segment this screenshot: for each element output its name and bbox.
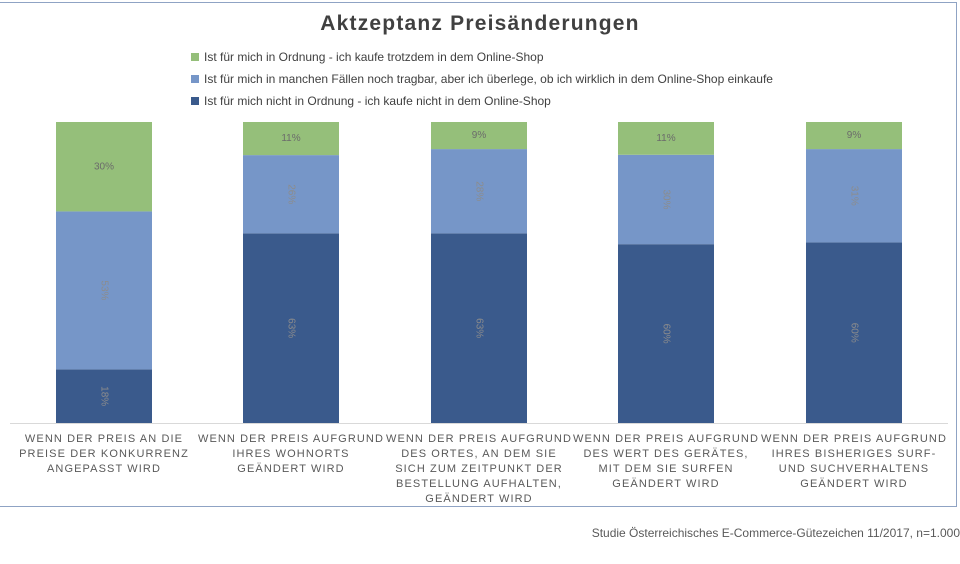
- category-label: Wenn der Preis aufgrund des Ortes, an de…: [385, 433, 573, 505]
- data-label: 31%: [848, 186, 859, 206]
- category-label: Wenn der Preis aufgrund des Wert des Ger…: [572, 433, 760, 490]
- legend-item-not-ok: Ist für mich nicht in Ordnung - ich kauf…: [191, 94, 551, 108]
- bar-segment: [806, 242, 902, 423]
- data-label: 28%: [473, 181, 484, 201]
- bar-segment: [618, 154, 714, 245]
- bar-segment: [56, 122, 152, 212]
- data-label: 30%: [94, 161, 114, 172]
- data-label: 60%: [848, 323, 859, 343]
- data-label: 63%: [285, 318, 296, 338]
- bar-segment: [431, 149, 527, 234]
- legend-item-maybe: Ist für mich in manchen Fällen noch trag…: [191, 72, 773, 86]
- bar-segment: [618, 244, 714, 423]
- legend-item-ok: Ist für mich in Ordnung - ich kaufe trot…: [191, 50, 544, 64]
- data-label: 11%: [656, 133, 675, 144]
- legend-label: Ist für mich in Ordnung - ich kaufe trot…: [204, 50, 544, 64]
- data-label: 18%: [98, 386, 109, 406]
- bar-segment: [56, 369, 152, 423]
- source-note: Studie Österreichisches E-Commerce-Gütez…: [591, 526, 960, 540]
- data-label: 53%: [98, 280, 109, 300]
- bar-segment: [618, 122, 714, 155]
- legend-label: Ist für mich nicht in Ordnung - ich kauf…: [204, 94, 551, 108]
- legend-swatch-darkblue: [191, 97, 199, 105]
- data-label: 30%: [660, 189, 671, 209]
- category-label: Wenn der Preis an die Preise der Konkurr…: [19, 433, 189, 475]
- data-label: 60%: [660, 324, 671, 344]
- bar-segment: [806, 149, 902, 243]
- data-label: 63%: [473, 318, 484, 338]
- bar-segment: [56, 211, 152, 370]
- chart-title: Aktzeptanz Preisänderungen: [320, 12, 640, 35]
- bar-segment: [243, 233, 339, 423]
- legend-label: Ist für mich in manchen Fällen noch trag…: [204, 72, 773, 86]
- legend-swatch-lightblue: [191, 75, 199, 83]
- category-label: Wenn der Preis aufgrund Ihres Wohnorts g…: [197, 433, 385, 475]
- category-label: Wenn der Preis aufgrund Ihres bisheriges…: [760, 433, 948, 490]
- legend-swatch-green: [191, 53, 199, 61]
- data-label: 11%: [281, 133, 300, 144]
- bar-segment: [431, 233, 527, 423]
- bar-segment: [243, 155, 339, 234]
- data-label: 9%: [847, 130, 862, 141]
- data-label: 26%: [285, 184, 296, 204]
- bar-segment: [806, 122, 902, 150]
- chart-frame: [0, 2, 957, 507]
- bar-segment: [431, 122, 527, 150]
- bar-segment: [243, 122, 339, 156]
- data-label: 9%: [472, 130, 487, 141]
